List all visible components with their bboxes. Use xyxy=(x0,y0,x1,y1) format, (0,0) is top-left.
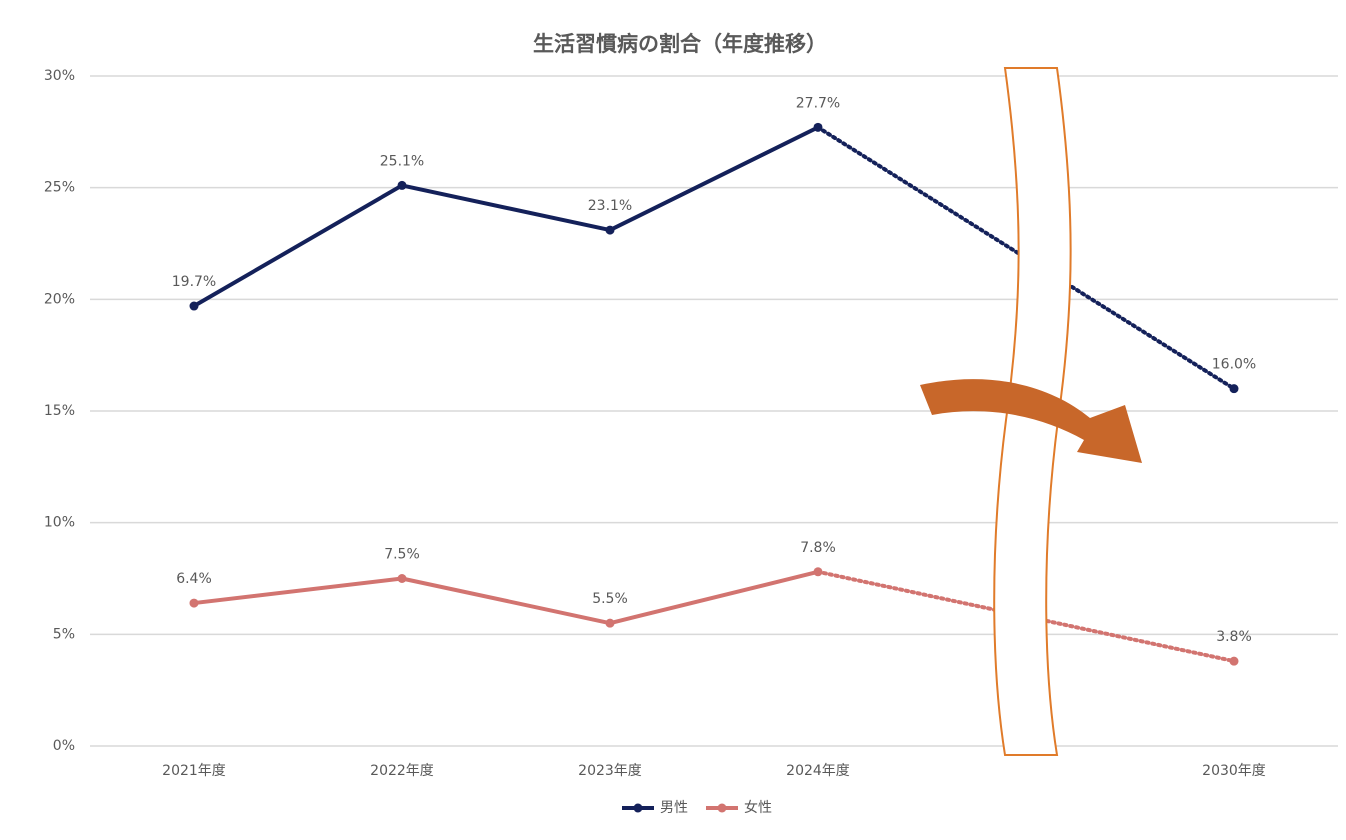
data-point xyxy=(189,301,199,311)
data-label: 5.5% xyxy=(592,591,628,607)
data-label: 6.4% xyxy=(176,571,212,587)
y-tick-label: 25% xyxy=(44,180,75,196)
data-label: 3.8% xyxy=(1216,629,1252,645)
y-tick-label: 20% xyxy=(44,291,75,307)
series-line xyxy=(193,569,819,626)
data-point xyxy=(1229,656,1239,666)
y-tick-label: 5% xyxy=(53,626,75,642)
x-tick-label: 2021年度 xyxy=(162,763,226,779)
data-label: 25.1% xyxy=(380,153,424,169)
legend-marker xyxy=(633,803,643,813)
y-tick-label: 10% xyxy=(44,515,75,531)
data-label: 19.7% xyxy=(172,274,216,290)
plot-area: 0% 5% 10% 15% 20% 25% 30% 2021年度 2022年度 2023年度 202… xyxy=(44,68,1338,779)
data-label: 27.7% xyxy=(796,95,840,111)
data-point xyxy=(1229,384,1239,394)
y-tick-label: 15% xyxy=(44,403,75,419)
data-point xyxy=(605,225,615,235)
trend-arrow xyxy=(920,379,1142,463)
x-tick-label: 2024年度 xyxy=(786,763,850,779)
data-point xyxy=(397,180,407,190)
series-line xyxy=(192,125,819,308)
data-label: 7.5% xyxy=(384,547,420,563)
x-tick-label: 2022年度 xyxy=(370,763,434,779)
data-point xyxy=(397,574,407,583)
legend: 男性 女性 xyxy=(622,799,772,816)
data-label: 16.0% xyxy=(1212,357,1256,373)
y-tick-label: 0% xyxy=(53,738,75,754)
data-label: 23.1% xyxy=(588,198,632,214)
y-tick-label: 30% xyxy=(44,68,75,84)
chart-title: 生活習慣病の割合（年度推移） xyxy=(533,32,827,56)
data-point xyxy=(813,122,823,132)
legend-label: 男性 xyxy=(660,800,688,816)
data-point xyxy=(813,567,823,577)
legend-marker xyxy=(717,803,727,813)
data-point xyxy=(189,598,199,608)
data-label: 7.8% xyxy=(800,540,836,556)
x-tick-label: 2023年度 xyxy=(578,763,642,779)
x-tick-label: 2030年度 xyxy=(1202,763,1266,779)
legend-label: 女性 xyxy=(744,799,772,816)
data-point xyxy=(605,618,615,628)
